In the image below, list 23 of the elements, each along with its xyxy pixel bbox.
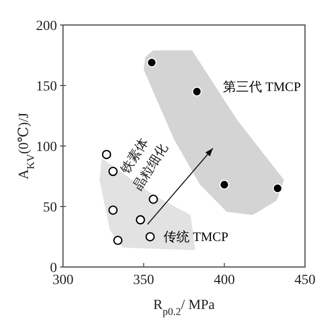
x-tick-label: 400 [214,273,235,288]
x-tick-label: 350 [133,273,154,288]
x-tick-label: 300 [52,273,74,288]
y-tick-label: 150 [36,80,57,94]
y-tick-label: 100 [36,140,57,155]
series-label: 第三代 TMCP [223,79,301,94]
series-label: 传统 TMCP [164,229,228,244]
y-tick-label: 0 [50,261,57,276]
point [113,236,123,246]
y-tick-label: 200 [36,19,57,34]
point [108,166,118,176]
point [272,184,282,194]
point [108,205,118,215]
point [145,232,155,242]
point [148,194,158,204]
point [146,58,157,68]
point [102,150,112,160]
x-axis-title: R$_{p0.2}$/ MPa [153,298,216,318]
y-tick-label: 50 [43,200,57,216]
x-tick-label: 450 [294,273,316,288]
point [136,215,146,224]
point [192,86,202,96]
point [220,180,230,190]
